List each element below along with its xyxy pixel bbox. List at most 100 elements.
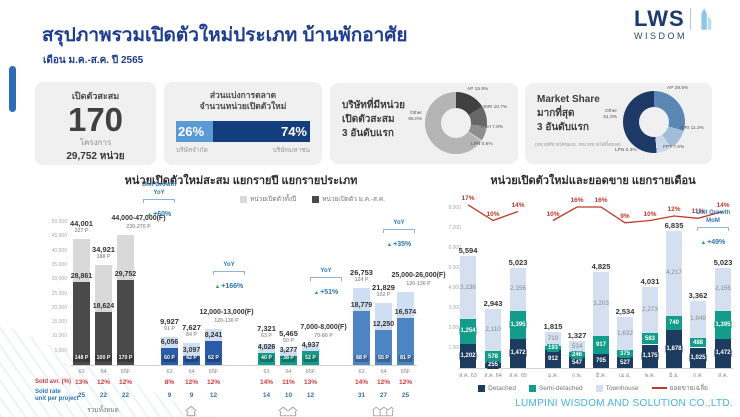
bar-projects-label: 120-130 P <box>406 281 431 287</box>
sales-pct-label: 10% <box>486 210 500 218</box>
growth-bracket <box>213 271 245 275</box>
sold-avr-value: 12% <box>206 379 221 386</box>
growth-label: Unit Growth <box>141 182 177 188</box>
semi_detached-house-icon <box>278 404 299 417</box>
donut-label-fpt: FPT 7.6% <box>663 145 685 150</box>
monthly-chart-legend: Detached Semi-detached Townhouse ยอดขายเ… <box>447 383 739 393</box>
bar-total-label: 44,001 <box>70 219 93 228</box>
semi-detached-value: 375 <box>618 349 632 358</box>
donut-label-psh: PSH 7.8% <box>481 125 504 130</box>
growth-value: ▲+51% <box>314 281 339 299</box>
bar-partial-total-63 <box>73 282 90 365</box>
seg-townhouse <box>715 267 731 311</box>
bar-partial-label: 12,250 <box>372 321 395 328</box>
up-arrow-icon: ▲ <box>700 240 707 246</box>
bar-partial-projects-chip: 148 P <box>72 355 91 362</box>
bar-partial-projects-chip: 42 P <box>184 355 199 362</box>
page-subtitle: เดือน ม.ค.-ส.ค. ปี 2565 <box>43 55 144 66</box>
semi-detached-value: 1,395 <box>509 320 527 329</box>
bar-projects-label: 120-130 P <box>214 318 239 324</box>
y-tick: 25,000 <box>51 290 67 297</box>
logo-wisdom-text: WISDOM <box>634 31 687 41</box>
growth-bracket <box>143 199 175 203</box>
detached-value: 1,472 <box>509 349 527 358</box>
bar-total-label: 9,927 <box>160 317 179 326</box>
bar-total-label: 5,023 <box>713 257 733 267</box>
page-title: สรุปภาพรวมเปิดตัวใหม่ประเภท บ้านพักอาศัย <box>42 25 408 46</box>
cumulative-value: 170 <box>67 101 124 138</box>
growth-bracket <box>697 227 729 231</box>
bar-total-label: 2,943 <box>483 299 503 309</box>
seg-townhouse <box>510 267 526 311</box>
top-launch-title-2: เปิดตัวสะสม <box>342 114 395 125</box>
growth-value: ▲+166% <box>215 275 243 293</box>
sales-pct-label: 14% <box>716 201 730 209</box>
month-label: ส.ค. 64 <box>484 373 502 379</box>
bar-total-label: 7,000-8,000(F) <box>300 324 347 331</box>
top-launch-title-1: บริษัทที่มีหน่วย <box>342 100 405 111</box>
townhouse-value: 2,110 <box>485 326 501 334</box>
sales-pct-label: 14% <box>511 201 525 209</box>
month-label: เม.ย. <box>619 373 631 379</box>
year-label: 63 <box>78 369 85 375</box>
month-label: ม.ค. <box>547 373 559 379</box>
bar-total-label: 1,815 <box>543 321 563 331</box>
bar-partial-label: 3,277 <box>279 347 298 354</box>
y-tick: 8,000 <box>448 205 461 211</box>
bar-partial-projects-chip: 38 P <box>281 355 296 362</box>
seg-townhouse <box>460 256 476 319</box>
bar-projects-label: 102 P <box>376 292 391 298</box>
y-tick: 45,000 <box>51 233 67 240</box>
x-axis-line <box>71 365 417 366</box>
sales-pct-label: 17% <box>461 194 475 202</box>
bar-partial-label: 18,624 <box>92 303 115 310</box>
y-tick: - <box>65 362 67 368</box>
sold-avr-value: 14% <box>259 379 274 386</box>
semi-detached-value: 246 <box>570 350 584 359</box>
townhouse-value: 2,156 <box>510 285 526 293</box>
bar-total-label: 34,921 <box>92 245 115 254</box>
monthly-chart: หน่วยเปิดตัวใหม่และยอดขาย แยกรายเดือน 8,… <box>447 170 739 417</box>
bar-partial-total-64 <box>95 312 112 365</box>
bar-partial-label: 29,752 <box>114 271 137 278</box>
sold-rate-value: 12 <box>209 392 218 399</box>
up-arrow-icon: ▲ <box>386 242 393 248</box>
y-tick: 4,000 <box>448 285 461 291</box>
bar-partial-detached-65F <box>205 341 222 365</box>
detached-value: 1,025 <box>689 353 707 362</box>
growth-bracket <box>310 277 342 281</box>
bar-partial-total-65F <box>117 280 134 365</box>
up-arrow-icon: ▲ <box>214 284 221 290</box>
footer-company: LUMPINI WISDOM AND SOLUTION CO.,LTD. <box>515 398 733 409</box>
year-label: 65F <box>208 369 219 375</box>
donut-label-ap: AP 29.5% <box>667 86 689 91</box>
top-launch-title-3: 3 อันดับแรก <box>342 128 394 139</box>
yearly-chart-plot: 50,000 45,000 40,000 35,000 30,000 25,000 20,0… <box>35 170 447 417</box>
bar-partial-label: 4,026 <box>257 344 276 351</box>
title-accent-bar <box>9 66 16 112</box>
sold-rate-value: 14 <box>262 392 271 399</box>
jan-aug-swatch <box>312 195 320 203</box>
sales-pct-label: 10% <box>546 210 560 218</box>
bar-projects-label: 63 P <box>261 333 272 339</box>
sales-pct-label: 12% <box>667 206 681 213</box>
legend-semi-detached: Semi-detached <box>538 384 583 392</box>
bar-partial-projects-chip: 170 P <box>116 355 135 362</box>
year-label: 64 <box>285 369 292 375</box>
sold-rate-value: 25 <box>77 392 86 399</box>
legend-jan-aug: หน่วยเปิดตัว ม.ค.-ส.ค. <box>322 196 385 203</box>
sales-pct-label: 11% <box>691 208 705 216</box>
growth-pct: +49% <box>707 239 726 246</box>
sold-rate-value: 22 <box>121 392 130 399</box>
full-year-swatch <box>240 195 247 203</box>
month-label: พ.ค. <box>644 373 656 379</box>
market-split-title-1: ส่วนแบ่งการตลาด <box>209 90 277 100</box>
sold-rate-row-label-1: Sold rate <box>35 389 61 395</box>
market-share-title-1: Market Share <box>537 94 600 105</box>
sales-pct-label: 16% <box>594 197 608 204</box>
legend-detached: Detached <box>488 384 516 392</box>
townhouse-value: 3,138 <box>460 283 476 291</box>
donut-label-lpn: LPN 0.3% <box>615 148 637 153</box>
growth-value: ▲+49% <box>701 231 726 249</box>
